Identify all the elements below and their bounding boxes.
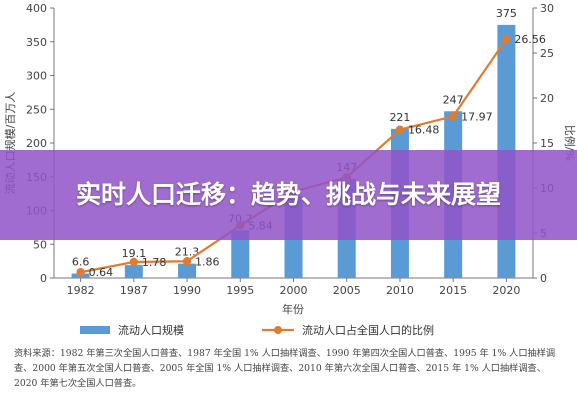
ratio-value-label: 17.97 [461,110,493,123]
y-tick-label-left: 400 [26,2,47,15]
x-axis-label: 年份 [282,302,304,316]
ratio-value-label: 1.78 [142,256,167,269]
bar-value-label: 6.6 [72,256,90,269]
y-tick-label-left: 50 [33,238,47,251]
y-tick-label-left: 250 [26,103,47,116]
legend-bar-label: 流动人口规模 [118,323,184,337]
source-note: 资料来源：1982 年第三次全国人口普查、1987 年全国 1% 人口抽样调查、… [14,348,556,389]
y-tick-label-right: 30 [540,2,554,15]
y-tick-label-right: 15 [540,137,554,150]
ratio-point-2015 [448,112,458,121]
x-tick-label: 2015 [439,284,467,297]
title-banner: 实时人口迁移：趋势、挑战与未来展望 [0,150,577,240]
banner-title: 实时人口迁移：趋势、挑战与未来展望 [75,180,501,209]
x-tick-label: 2005 [333,284,361,297]
y-tick-label-left: 0 [40,272,47,285]
y-tick-label-left: 200 [26,137,47,150]
ratio-point-2020 [502,34,511,44]
bar-value-label: 21.3 [175,246,200,259]
y-tick-label-left: 350 [26,36,47,49]
x-tick-label: 2010 [386,284,414,297]
bar-value-label: 247 [443,93,464,106]
ratio-point-1987 [129,257,139,267]
ratio-value-label: 0.64 [89,266,114,279]
x-tick-label: 2000 [280,284,308,297]
bar-1990 [178,263,197,278]
y-tick-label-right: 0 [540,272,547,285]
ratio-value-label: 16.48 [408,124,440,137]
ratio-point-2010 [395,125,405,134]
bar-1987 [124,265,143,278]
y-tick-label-right: 25 [540,47,554,60]
ratio-value-label: 26.56 [514,33,546,46]
x-tick-label: 1987 [120,284,148,297]
ratio-point-1982 [76,268,85,277]
x-tick-label: 1995 [226,284,254,297]
legend: 流动人口规模 流动人口占全国人口的比例 [80,323,434,337]
y-tick-label-left: 300 [26,70,47,83]
bar-value-label: 221 [389,111,410,124]
bar-value-label: 375 [496,7,517,20]
ratio-value-label: 1.86 [195,255,220,268]
legend-line-label: 流动人口占全国人口的比例 [302,323,434,337]
ratio-point-1990 [182,257,192,266]
y-tick-label-right: 20 [540,92,554,105]
x-tick-label: 1982 [67,284,95,297]
x-tick-label: 1990 [173,284,201,297]
legend-bar-swatch [80,326,110,334]
bar-value-label: 19.1 [122,247,147,260]
x-tick-label: 2020 [492,284,520,297]
legend-line-marker [274,326,282,334]
bar-1995 [231,230,250,278]
